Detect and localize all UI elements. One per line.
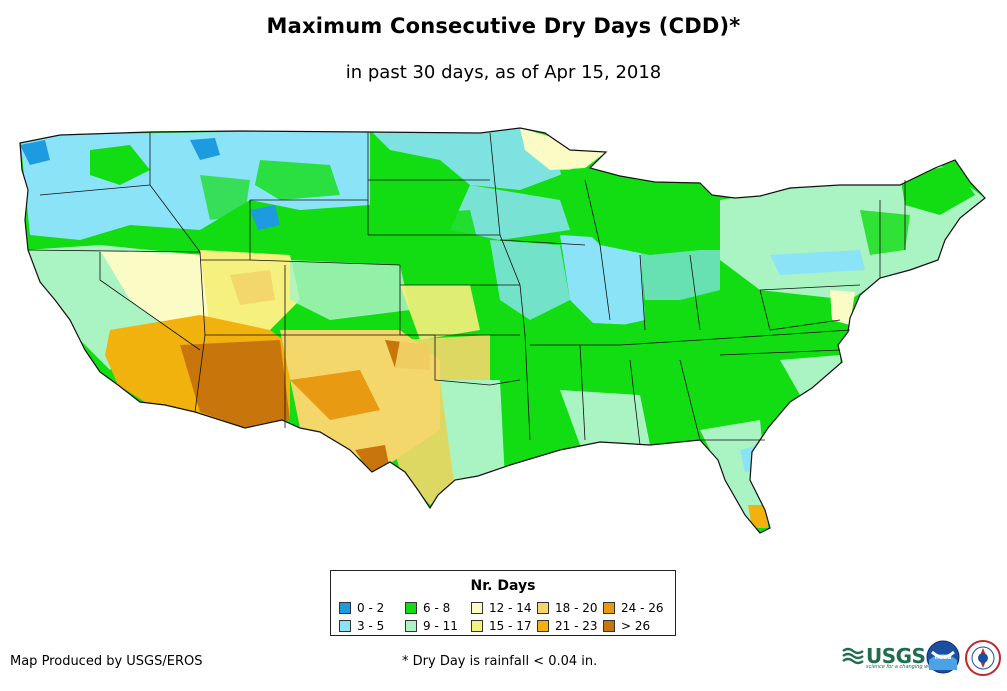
zone-iowa-3-5	[450, 185, 570, 240]
legend-label: 12 - 14	[489, 601, 532, 615]
legend-swatch	[405, 602, 417, 614]
usgs-tagline: science for a changing world	[866, 664, 938, 670]
legend-swatch	[603, 620, 615, 632]
boundary-tn-line	[530, 329, 851, 346]
legend-swatch	[339, 602, 351, 614]
zone-south-florida-21-23	[748, 505, 768, 528]
zone-ohio-valley-3-5	[640, 250, 720, 300]
zone-big-bend-gt26	[355, 445, 390, 472]
legend-swatch	[471, 602, 483, 614]
dry-day-footnote: * Dry Day is rainfall < 0.04 in.	[402, 654, 598, 669]
zone-delmarva-12-14	[830, 290, 855, 325]
us-outline	[19, 127, 986, 534]
legend-swatch	[405, 620, 417, 632]
legend-item: 18 - 20	[537, 600, 603, 616]
zone-kansas-west-15-17	[400, 285, 480, 340]
nws-seal-icon	[965, 640, 1001, 676]
legend-label: 3 - 5	[357, 619, 385, 633]
zone-mississippi-9-11	[560, 390, 650, 445]
legend-label: 21 - 23	[555, 619, 598, 633]
zone-glacier-0-2	[190, 138, 220, 160]
boundary-ar-ms	[579, 344, 586, 441]
usgs-wave-icon	[842, 647, 864, 665]
boundary-or-ca-nv	[27, 249, 201, 253]
legend-item: 15 - 17	[471, 618, 537, 634]
legend-item: 24 - 26	[603, 600, 669, 616]
legend-swatch	[537, 620, 549, 632]
zone-arizona-gt26	[180, 340, 290, 428]
zone-idaho-6-8	[200, 175, 250, 220]
legend-label: 0 - 2	[357, 601, 385, 615]
boundary-ok-tx	[434, 335, 521, 386]
legend-label: 6 - 8	[423, 601, 451, 615]
zone-upper-plains-3-5	[370, 128, 600, 190]
legend-label: 24 - 26	[621, 601, 664, 615]
boundary-il-in	[639, 254, 646, 331]
map-credit: Map Produced by USGS/EROS	[10, 654, 203, 669]
boundary-pa-ny	[759, 284, 861, 291]
legend-swatch	[537, 602, 549, 614]
page-title: Maximum Consecutive Dry Days (CDD)*	[266, 14, 741, 38]
legend: Nr. Days 0 - 2 3 - 5 6 - 8 9 - 11 12 - 1…	[330, 570, 676, 636]
noaa-seal-icon: noaa	[926, 640, 960, 674]
zone-colorado-9-11	[290, 260, 410, 320]
agency-logos: USGS science for a changing world noaa	[840, 638, 1006, 678]
legend-title: Nr. Days	[470, 578, 536, 594]
state-boundaries	[27, 132, 906, 446]
boundary-in-oh	[689, 254, 701, 331]
usgs-logo: USGS	[842, 644, 926, 668]
boundary-wy-co	[249, 259, 401, 266]
boundary-wi-il	[584, 179, 611, 321]
zone-olympic-0-2	[20, 140, 50, 165]
legend-item: 21 - 23	[537, 618, 603, 634]
legend-swatch	[471, 620, 483, 632]
zone-yellowstone-0-2	[250, 205, 280, 230]
zone-washington-6-8	[90, 145, 150, 185]
legend-item: 0 - 2	[339, 600, 405, 616]
zone-montana-6-8	[255, 160, 340, 200]
zone-great-lakes-6-8	[560, 170, 720, 255]
zone-maine-6-8	[900, 165, 975, 215]
zone-minnesota-north-12-14	[520, 128, 606, 170]
zone-vermont-6-8	[860, 210, 910, 255]
zone-pennsylvania-3-5	[770, 250, 865, 275]
legend-item: 9 - 11	[405, 618, 471, 634]
boundary-wv-va	[759, 289, 841, 331]
boundary-ms-al	[629, 359, 641, 446]
legend-item: > 26	[603, 618, 669, 634]
legend-label: 9 - 11	[423, 619, 458, 633]
legend-item: 6 - 8	[405, 600, 471, 616]
usgs-wordmark: USGS	[866, 644, 926, 668]
zone-new-mexico-24-26	[290, 370, 380, 420]
zone-utah-18-20	[230, 270, 275, 305]
noaa-seal-text: noaa	[935, 654, 952, 661]
zone-illinois-3-5	[560, 235, 645, 330]
zone-texas-east-9-11	[440, 380, 505, 490]
boundary-al-ga	[679, 359, 701, 441]
boundary-nc-sc	[719, 349, 841, 356]
zone-nebraska-6-8	[400, 210, 480, 255]
legend-item: 3 - 5	[339, 618, 405, 634]
legend-label: > 26	[621, 619, 651, 633]
legend-grid: 0 - 2 3 - 5 6 - 8 9 - 11 12 - 14 15 - 17…	[339, 600, 669, 634]
legend-item: 12 - 14	[471, 600, 537, 616]
boundary-wa-or	[39, 184, 151, 196]
legend-label: 18 - 20	[555, 601, 598, 615]
legend-swatch	[603, 602, 615, 614]
boundary-plains-east	[489, 132, 531, 441]
page-subtitle: in past 30 days, as of Apr 15, 2018	[345, 62, 662, 83]
zone-nevada-12-14	[100, 250, 215, 330]
boundary-ia-mo	[499, 239, 586, 246]
legend-label: 15 - 17	[489, 619, 532, 633]
boundary-idaho-west	[149, 132, 201, 253]
boundary-ca-nv	[99, 252, 201, 351]
legend-swatch	[339, 620, 351, 632]
